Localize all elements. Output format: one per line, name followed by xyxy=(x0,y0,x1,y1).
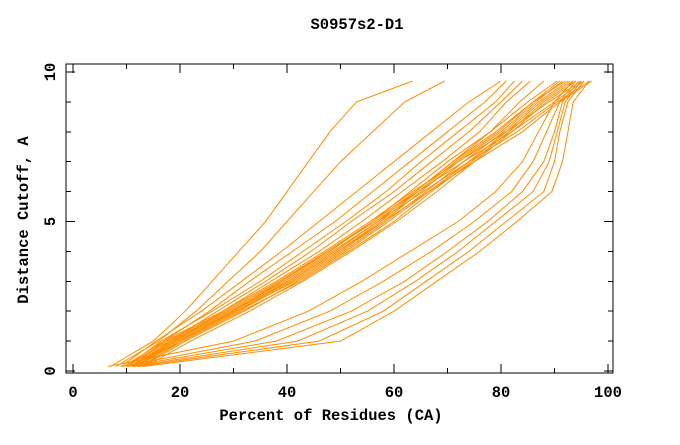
model-curve xyxy=(142,80,590,367)
x-axis-title: Percent of Residues (CA) xyxy=(219,407,442,425)
y-axis-tick-labels: 0 5 10 xyxy=(42,63,60,376)
x-tick-label: 60 xyxy=(385,384,404,402)
x-axis-tick-labels: 0 20 40 60 80 100 xyxy=(68,384,622,402)
y-tick-label: 0 xyxy=(42,366,60,375)
model-curve xyxy=(126,80,558,367)
x-tick-label: 40 xyxy=(278,384,297,402)
x-tick-label: 20 xyxy=(171,384,190,402)
model-curve xyxy=(136,80,523,367)
model-curve xyxy=(142,80,571,367)
x-tick-label: 80 xyxy=(492,384,511,402)
model-curve xyxy=(120,80,502,367)
model-curve xyxy=(126,80,585,367)
plot-frame xyxy=(65,63,614,374)
model-curve xyxy=(136,80,593,367)
model-curve xyxy=(121,80,577,367)
plot-title: S0957s2-D1 xyxy=(310,16,403,34)
model-curve xyxy=(131,80,590,367)
model-curve xyxy=(115,80,446,367)
x-tick-label: 100 xyxy=(594,384,622,402)
model-curve xyxy=(144,80,577,367)
model-curve xyxy=(110,80,413,367)
y-axis-title: Distance Cutoff, A xyxy=(15,136,33,304)
model-curve xyxy=(107,80,574,367)
model-curve xyxy=(126,80,515,367)
model-curve xyxy=(131,80,582,367)
model-curve xyxy=(137,80,585,367)
model-curves xyxy=(107,80,593,367)
x-tick-label: 0 xyxy=(68,384,77,402)
y-tick-label: 10 xyxy=(42,63,60,82)
model-curve xyxy=(131,80,561,367)
model-curve xyxy=(123,80,582,367)
model-curve xyxy=(126,80,579,367)
axis-ticks xyxy=(66,64,613,373)
y-tick-label: 5 xyxy=(42,217,60,226)
